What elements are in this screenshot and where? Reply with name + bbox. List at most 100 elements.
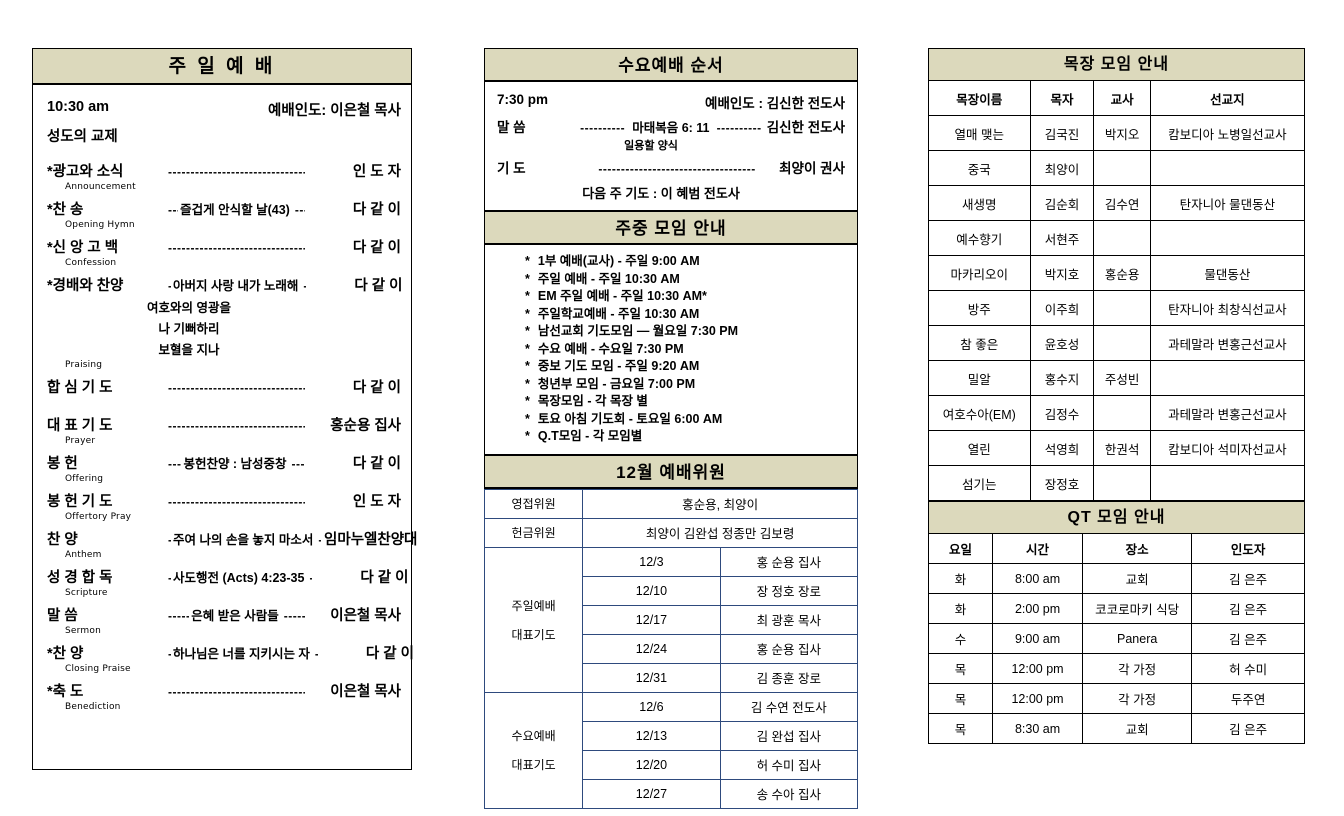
order-item-title: *신 앙 고 백 [47, 240, 119, 256]
table-header-row: 목장이름 목자 교사 선교지 [928, 80, 1306, 116]
wednesday-time: 7:30 pm [497, 92, 549, 107]
mokjang-teacher [1093, 325, 1151, 361]
weekly-meeting-item: * 목장모임 - 각 목장 별 [525, 393, 847, 411]
mokjang-pastor: 박지호 [1029, 255, 1095, 291]
mokjang-mission: 캄보디아 석미자선교사 [1149, 430, 1306, 466]
bullet-star-icon: * [525, 254, 530, 268]
qt-column-header: 인도자 [1191, 533, 1305, 564]
order-item-who: 다 같 이 [352, 380, 401, 396]
dash-leader: ----------------------------------------… [165, 647, 171, 661]
order-item-who: 다 같 이 [365, 646, 414, 662]
order-row: *축 도 ------------------------------------… [47, 680, 401, 701]
order-item-english-label: Opening Hymn [65, 220, 135, 230]
order-item-english-label: Anthem [65, 550, 102, 560]
table-row: 영접위원 홍순용, 최양이 [483, 488, 858, 519]
mokjang-title: 목장 모임 안내 [928, 48, 1305, 80]
weekly-meetings-list: * 1부 예배(교사) - 주일 9:00 AM * 주일 예배 - 주일 10:30… [525, 253, 847, 446]
wednesday-next-week-prayer: 다음 주 기도 : 이 혜범 전도사 [582, 186, 740, 201]
qt-time: 8:30 am [991, 713, 1084, 744]
mokjang-teacher [1093, 150, 1151, 186]
wednesday-sermon-who: 김신한 전도사 [766, 120, 845, 135]
order-row: *광고와 소식 ---------------------------------… [47, 160, 401, 181]
dash-leader: ----------------------------------------… [168, 419, 305, 433]
wednesday-sermon-label: 말 씀 [497, 120, 526, 135]
dash-leader: ----------------------------------------… [168, 609, 189, 623]
dash-leader: ----------------------------------------… [165, 279, 171, 293]
qt-time: 9:00 am [991, 623, 1084, 654]
qt-leader: 김 은주 [1191, 713, 1305, 744]
mokjang-column-header: 목자 [1029, 80, 1095, 116]
weekly-meeting-item: * 주일학교예배 - 주일 10:30 AM [525, 306, 847, 324]
table-row: 12/27 송 수아 집사 [485, 778, 859, 809]
order-item: *찬 양 ------------------------------------… [47, 642, 414, 674]
order-row: *찬 양 ------------------------------------… [47, 642, 414, 663]
order-item-who: 다 같 이 [352, 240, 401, 256]
order-item-english-label: Announcement [65, 182, 136, 192]
order-item-who: 다 같 이 [360, 570, 409, 586]
order-item-detail: 사도행전 (Acts) 4:23-35 [173, 571, 305, 585]
order-item: 합 심 기 도 ---------------------------------… [47, 376, 401, 408]
order-item-title: 봉 헌 기 도 [47, 494, 113, 510]
order-item-title: *축 도 [47, 684, 84, 700]
dash-leader: ----------------------------------------… [294, 203, 305, 217]
order-row: *찬 송 ------------------------------------… [47, 198, 401, 219]
table-row: 12/31 김 종훈 장로 [485, 662, 859, 693]
qt-leader: 김 은주 [1191, 593, 1305, 624]
qt-time: 12:00 pm [991, 683, 1084, 714]
table-row: 중국 최양이 [928, 150, 1306, 186]
order-item-english-label: Confession [65, 258, 117, 268]
table-row: 12/13 김 완섭 집사 [485, 720, 859, 751]
order-item-extra-line: 여호와의 영광을 [147, 301, 231, 315]
mokjang-pastor: 석영희 [1029, 430, 1095, 466]
table-row: 섬기는 장정호 [928, 465, 1306, 501]
committee-name: 김 완섭 집사 [719, 720, 859, 751]
committee-name: 홍 순용 집사 [719, 633, 859, 664]
committee-date: 12/31 [582, 662, 721, 693]
mokjang-pastor: 최양이 [1029, 150, 1095, 186]
mokjang-mission: 과테말라 변홍근선교사 [1149, 395, 1306, 431]
mokjang-teacher: 김수연 [1093, 185, 1151, 221]
weekly-meeting-item: * 청년부 모임 - 금요일 7:00 PM [525, 376, 847, 394]
order-row: 찬 양 -------------------------------------… [47, 528, 417, 549]
mokjang-name: 밀알 [928, 360, 1031, 396]
dash-leader: ----------------------------------------… [168, 165, 305, 179]
mokjang-name: 열매 맺는 [928, 115, 1031, 151]
order-item: 말 씀 -------------------------------------… [47, 604, 401, 636]
order-item: 성 경 합 독 ---------------------------------… [47, 566, 408, 598]
table-row: 12/20 허 수미 집사 [485, 749, 859, 780]
wednesday-service-body: 7:30 pm 예배인도 : 김신한 전도사 말 씀 ---------- 마태… [484, 82, 858, 211]
order-item-title: 봉 헌 [47, 456, 78, 472]
order-item-who: 인 도 자 [352, 494, 401, 510]
committee-date: 12/27 [582, 778, 721, 809]
order-item-who: 다 같 이 [354, 278, 403, 294]
dash-leader: ----------------------------------------… [168, 495, 305, 509]
table-row: 12/17 최 광훈 목사 [485, 604, 859, 635]
weekly-meeting-item: * 주일 예배 - 주일 10:30 AM [525, 271, 847, 289]
order-row: 합 심 기 도 ---------------------------------… [47, 376, 401, 397]
bullet-star-icon: * [525, 306, 530, 321]
mokjang-column-header: 선교지 [1149, 80, 1306, 116]
wednesday-prayer-group-label: 수요예배 대표기도 [483, 691, 584, 809]
order-item-title: 대 표 기 도 [47, 418, 113, 434]
table-header-row: 요일 시간 장소 인도자 [928, 533, 1305, 564]
bullet-star-icon: * [525, 411, 530, 426]
order-item-who: 이은철 목사 [330, 684, 401, 700]
dash-leader: ----------------------------------- [598, 162, 756, 176]
order-item-title: 합 심 기 도 [47, 380, 113, 396]
order-item-english-label: Closing Praise [65, 664, 131, 674]
mokjang-pastor: 장정호 [1029, 465, 1095, 501]
order-row: 말 씀 -------------------------------------… [47, 604, 401, 625]
mokjang-pastor: 김정수 [1029, 395, 1095, 431]
committee-date: 12/3 [582, 546, 721, 577]
dash-leader: ----------------------------------------… [168, 241, 305, 255]
sunday-service-title: 주 일 예 배 [33, 49, 411, 85]
wednesday-service-title: 수요예배 순서 [484, 48, 858, 82]
table-row: 목 12:00 pm 각 가정 두주연 [928, 683, 1305, 714]
qt-place: 각 가정 [1082, 683, 1193, 714]
committee-date: 12/24 [582, 633, 721, 664]
order-item: 봉 헌 기 도 ---------------------------------… [47, 490, 401, 522]
committee-name: 김 수연 전도사 [719, 691, 859, 722]
qt-table: 요일 시간 장소 인도자 화 8:00 am 교회 김 은주 화 2:00 pm 코코로마키 식당 김… [928, 533, 1305, 744]
mokjang-name: 섬기는 [928, 465, 1031, 501]
sunday-prayer-label-line1: 주일예배 [511, 598, 556, 613]
